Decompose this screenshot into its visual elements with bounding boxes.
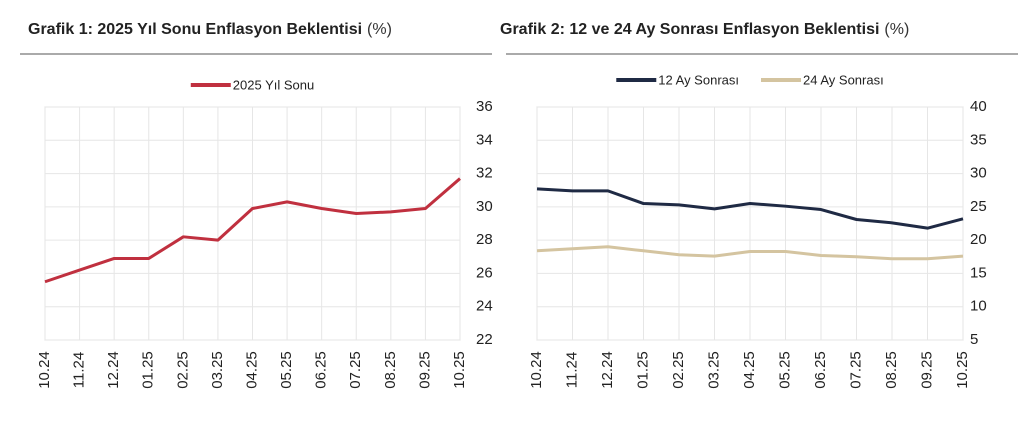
- y-tick-label: 20: [970, 231, 987, 248]
- y-tick-label: 24: [476, 298, 493, 315]
- x-tick-label: 11.24: [563, 352, 580, 388]
- line-series: [44, 177, 461, 284]
- y-tick-label: 40: [970, 98, 987, 115]
- chart-title: Grafik 1: 2025 Yıl Sonu Enflasyon Beklen…: [28, 21, 362, 38]
- y-tick-label: 25: [970, 198, 987, 215]
- x-tick-label: 01.25: [140, 351, 157, 389]
- chart-unit: (%): [884, 21, 909, 38]
- chart-unit: (%): [367, 21, 392, 38]
- y-tick-label: 22: [476, 331, 493, 348]
- y-tick-label: 32: [476, 165, 493, 182]
- x-tick-label: 05.25: [278, 351, 295, 389]
- y-tick-label: 34: [476, 131, 493, 148]
- x-tick-label: 05.25: [776, 351, 793, 389]
- x-tick-label: 07.25: [847, 351, 864, 389]
- line-series: [536, 245, 964, 261]
- x-tick-label: 09.25: [918, 351, 935, 389]
- x-tick-label: 12.24: [105, 351, 122, 389]
- y-tick-label: 10: [970, 298, 987, 315]
- y-tick-label: 5: [970, 331, 978, 348]
- legend-label: 12 Ay Sonrası: [658, 72, 739, 87]
- x-tick-label: 10.25: [954, 351, 971, 389]
- x-tick-label: 06.25: [812, 351, 829, 389]
- x-tick-label: 04.25: [741, 351, 758, 389]
- y-tick-label: 30: [476, 198, 493, 215]
- x-tick-label: 08.25: [883, 351, 900, 389]
- y-tick-label: 35: [970, 131, 987, 148]
- legend-label: 2025 Yıl Sonu: [233, 77, 314, 92]
- x-tick-label: 11.24: [71, 352, 88, 388]
- line-series: [536, 187, 964, 230]
- x-tick-label: 01.25: [634, 351, 651, 389]
- x-tick-label: 10.25: [451, 351, 468, 389]
- y-tick-label: 36: [476, 98, 493, 115]
- x-tick-label: 07.25: [347, 351, 364, 389]
- x-tick-label: 10.24: [528, 351, 545, 389]
- y-tick-label: 28: [476, 231, 493, 248]
- chart-title: Grafik 2: 12 ve 24 Ay Sonrası Enflasyon …: [500, 21, 879, 38]
- x-tick-label: 02.25: [174, 351, 191, 389]
- x-tick-label: 03.25: [705, 351, 722, 389]
- y-tick-label: 30: [970, 165, 987, 182]
- legend: 12 Ay Sonrası 24 Ay Sonrası: [616, 72, 884, 87]
- x-tick-label: 04.25: [243, 351, 260, 389]
- y-tick-label: 26: [476, 264, 493, 281]
- x-tick-label: 10.24: [36, 351, 53, 389]
- x-tick-label: 08.25: [382, 351, 399, 389]
- x-tick-label: 02.25: [670, 351, 687, 389]
- x-tick-label: 09.25: [416, 351, 433, 389]
- legend: 2025 Yıl Sonu: [190, 77, 314, 92]
- x-tick-label: 03.25: [209, 351, 226, 389]
- y-tick-label: 15: [970, 264, 987, 281]
- x-tick-label: 12.24: [599, 351, 616, 389]
- x-tick-label: 06.25: [313, 351, 330, 389]
- legend-label: 24 Ay Sonrası: [803, 72, 884, 87]
